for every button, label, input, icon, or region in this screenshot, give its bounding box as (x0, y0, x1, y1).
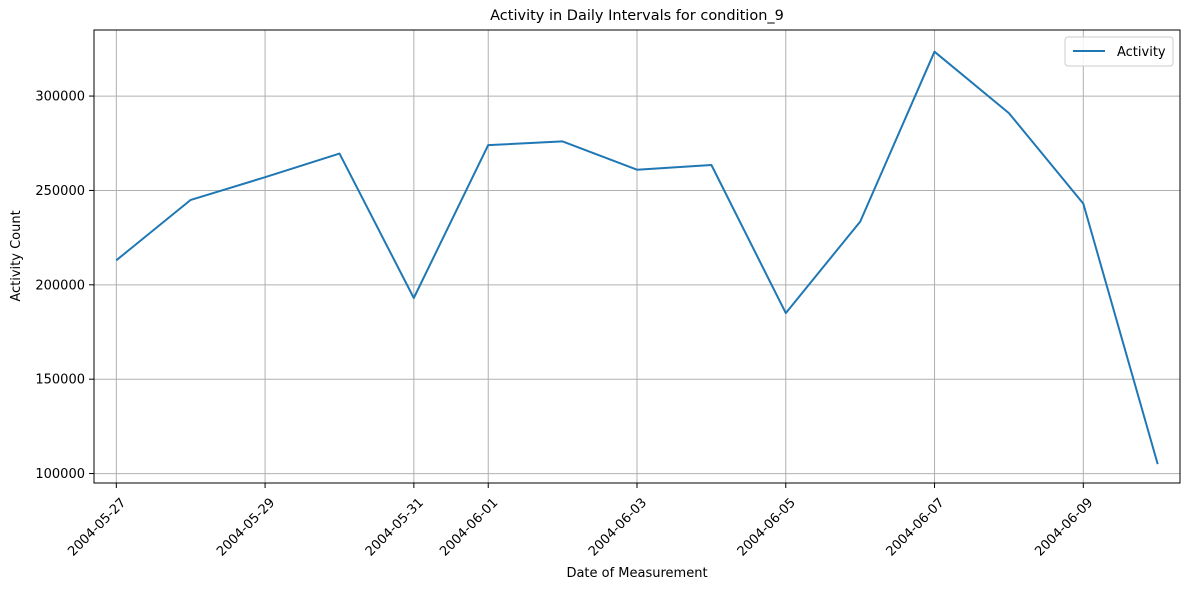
y-tick-label: 250000 (35, 184, 85, 199)
series-layer (115, 50, 1159, 465)
grid (94, 30, 1180, 483)
y-tick-label: 100000 (35, 467, 85, 482)
y-tick-label: 300000 (35, 90, 85, 105)
y-axis-label: Activity Count (9, 210, 24, 301)
series-line-activity (115, 50, 1159, 465)
y-tick-label: 200000 (35, 278, 85, 293)
chart-title: Activity in Daily Intervals for conditio… (490, 8, 784, 24)
legend-box (1064, 36, 1174, 67)
legend: Activity (1064, 36, 1174, 67)
x-axis-label: Date of Measurement (566, 566, 707, 581)
legend-label-activity: Activity (1117, 45, 1166, 60)
y-tick-label: 150000 (35, 373, 85, 388)
